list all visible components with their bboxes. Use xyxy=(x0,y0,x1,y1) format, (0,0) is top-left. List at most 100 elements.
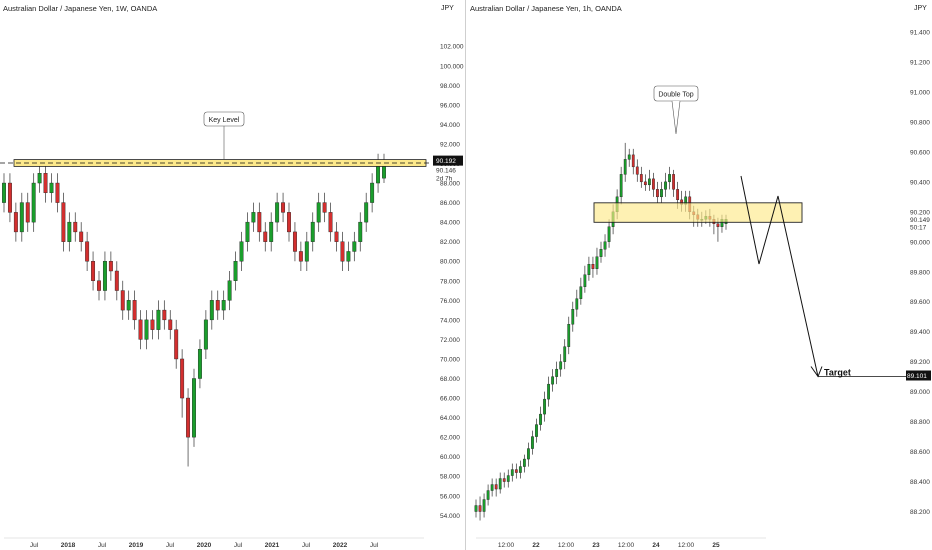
weekly-y-tick: 72.000 xyxy=(440,337,460,344)
candle-body xyxy=(316,202,321,223)
weekly-x-tick: 2020 xyxy=(197,542,212,549)
candle-body xyxy=(281,202,286,213)
candle-body xyxy=(180,358,185,399)
candle-body xyxy=(79,231,84,242)
candle-body xyxy=(559,361,563,370)
candle-body xyxy=(635,166,639,175)
weekly-y-tick: 84.000 xyxy=(440,220,460,227)
candle-body xyxy=(494,484,498,490)
weekly-x-tick: 2018 xyxy=(61,542,76,549)
candle-body xyxy=(607,226,611,242)
weekly-x-tick: Jul xyxy=(166,542,175,549)
candle-body xyxy=(583,274,587,287)
candle-body xyxy=(233,261,238,281)
weekly-y-tick: 96.000 xyxy=(440,102,460,109)
candle-body xyxy=(91,261,96,281)
candle-body xyxy=(555,368,559,377)
candle-body xyxy=(73,221,78,233)
hourly-x-tick: 12:00 xyxy=(558,542,575,549)
candle-body xyxy=(322,202,327,213)
weekly-y-tick: 70.000 xyxy=(440,356,460,363)
candle-body xyxy=(186,397,191,438)
weekly-x-tick: Jul xyxy=(234,542,243,549)
candle-body xyxy=(108,261,113,272)
weekly-x-tick: Jul xyxy=(98,542,107,549)
weekly-y-tick: 86.000 xyxy=(440,200,460,207)
candle-body xyxy=(132,300,137,321)
candle-body xyxy=(535,424,538,437)
candle-body xyxy=(623,159,627,175)
candle-body xyxy=(263,231,268,242)
candle-body xyxy=(25,202,30,223)
candle-body xyxy=(287,212,291,233)
candle-body xyxy=(310,221,315,242)
hourly-chart[interactable]: 91.400 91.200 91.000 90.800 90.600 90.400 90.2… xyxy=(466,0,932,550)
candle-body xyxy=(676,189,680,201)
candle-body xyxy=(527,448,530,460)
hourly-last-price: 90.149 xyxy=(910,217,930,224)
candle-body xyxy=(144,319,149,340)
target-price-box xyxy=(906,370,931,381)
candle-body xyxy=(97,280,101,291)
candle-body xyxy=(716,223,720,227)
candle-body xyxy=(61,202,66,242)
hourly-currency-label: JPY xyxy=(914,5,927,12)
hourly-y-tick: 90.400 xyxy=(910,179,930,186)
candle-body xyxy=(660,189,663,198)
candle-body xyxy=(539,413,542,425)
target-label: Target xyxy=(824,368,851,378)
weekly-countdown: 2d 7h xyxy=(436,176,453,183)
hourly-x-tick: 12:00 xyxy=(678,542,695,549)
candle-body xyxy=(340,241,345,262)
candle-body xyxy=(43,173,48,194)
candle-body xyxy=(664,181,667,190)
candle-body xyxy=(114,270,119,291)
candle-body xyxy=(203,319,208,350)
candle-body xyxy=(647,178,651,186)
candle-body xyxy=(619,174,623,198)
weekly-last-price: 90.192 xyxy=(436,158,456,165)
candle-body xyxy=(543,398,546,415)
weekly-x-tick: 2021 xyxy=(265,542,280,549)
hourly-y-tick: 88.800 xyxy=(910,419,930,426)
hourly-chart-title: Australian Dollar / Japanese Yen, 1h, OA… xyxy=(470,4,622,13)
weekly-x-tick: Jul xyxy=(30,542,39,549)
candle-body xyxy=(275,202,280,223)
pane-divider[interactable] xyxy=(465,0,466,550)
weekly-y-tick: 100.000 xyxy=(440,63,464,70)
candle-body xyxy=(245,221,250,242)
weekly-y-tick: 76.000 xyxy=(440,298,460,305)
candle-body xyxy=(138,319,143,340)
hourly-y-tick: 90.800 xyxy=(910,119,930,126)
candle-body xyxy=(209,300,214,321)
target-price: 89.101 xyxy=(907,373,927,380)
weekly-y-tick: 64.000 xyxy=(440,415,460,422)
candle-body xyxy=(55,182,60,203)
candle-body xyxy=(168,319,173,330)
hourly-y-tick: 91.200 xyxy=(910,59,930,66)
candle-body xyxy=(510,469,514,476)
candle-body xyxy=(490,484,494,491)
weekly-chart[interactable]: 102.000 100.000 98.000 96.000 94.000 92.000 90… xyxy=(0,0,465,550)
candle-body xyxy=(150,319,155,330)
candle-body xyxy=(498,478,502,490)
weekly-x-tick: 2022 xyxy=(333,542,348,549)
weekly-y-tick: 92.000 xyxy=(440,141,460,148)
candle-body xyxy=(531,436,534,449)
candle-body xyxy=(31,182,36,223)
hourly-y-tick: 89.000 xyxy=(910,389,930,396)
candle-body xyxy=(328,212,333,233)
candle-body xyxy=(603,241,607,250)
candle-body xyxy=(102,261,107,291)
candle-body xyxy=(358,221,363,242)
candle-body xyxy=(478,505,482,512)
candle-body xyxy=(599,249,603,257)
weekly-y-tick: 98.000 xyxy=(440,83,460,90)
candle-body xyxy=(567,324,571,347)
weekly-currency-label: JPY xyxy=(441,5,454,12)
candle-body xyxy=(19,202,24,233)
hourly-y-tick: 89.800 xyxy=(910,269,930,276)
candle-body xyxy=(298,251,303,262)
weekly-x-tick: Jul xyxy=(302,542,311,549)
